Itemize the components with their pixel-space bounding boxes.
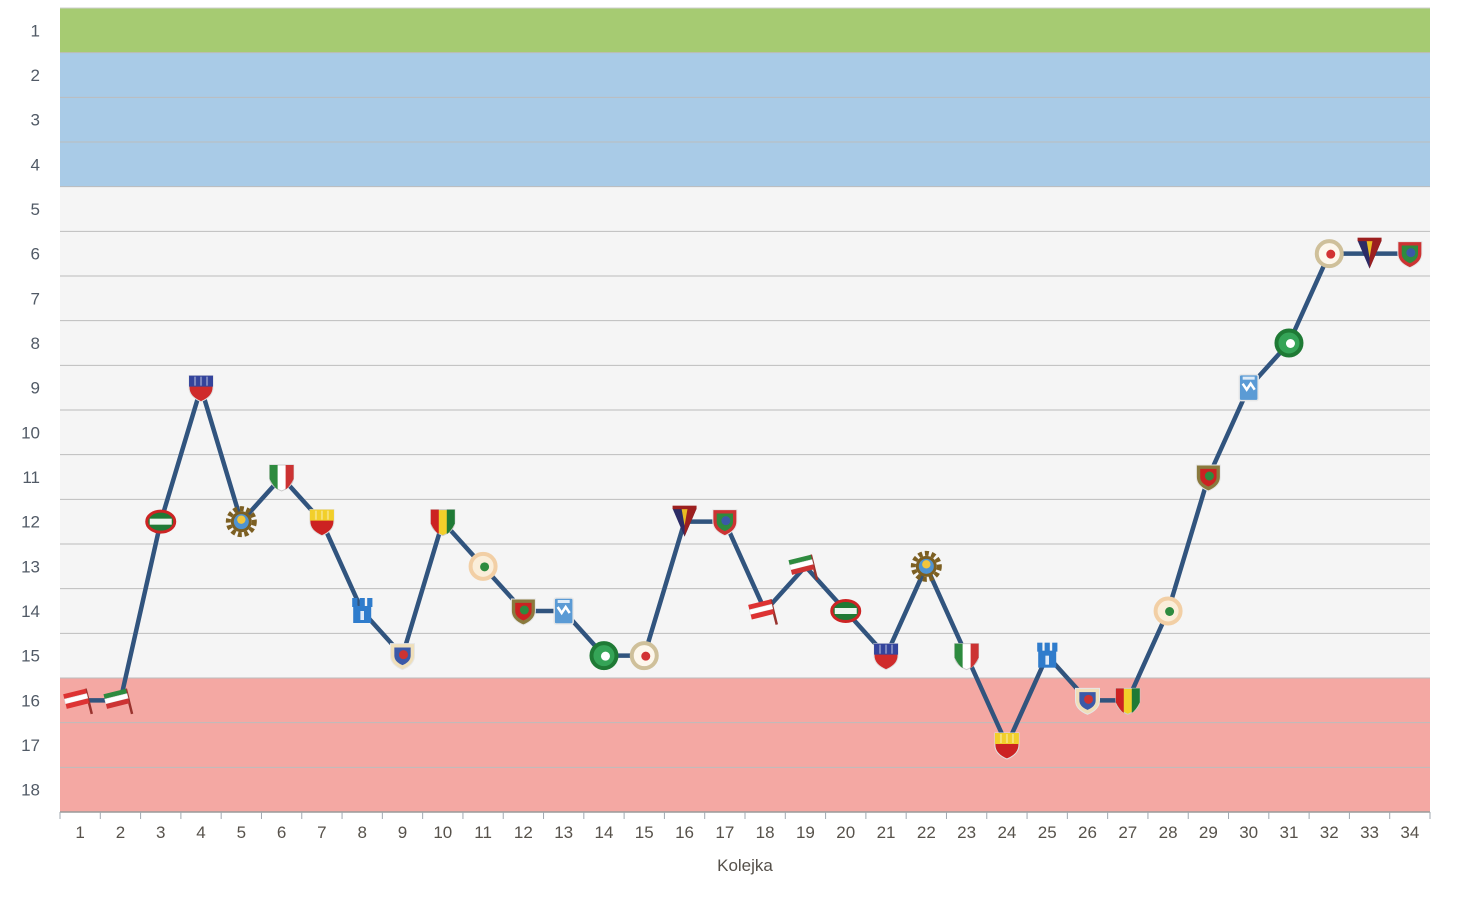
crest-shield-yellow-red-icon (309, 509, 335, 537)
zone-mid-gray (60, 186, 1430, 678)
y-tick-label: 10 (21, 423, 40, 442)
x-tick-label: 26 (1078, 823, 1097, 842)
x-tick-label: 15 (635, 823, 654, 842)
y-tick-label: 17 (21, 736, 40, 755)
crest-shield-cream-blue-red-icon (1075, 687, 1100, 715)
x-tick-label: 21 (877, 823, 896, 842)
crest-shield-khaki-red-green-icon (510, 598, 536, 626)
x-tick-label: 24 (997, 823, 1016, 842)
x-tick-label: 8 (357, 823, 366, 842)
x-tick-label: 9 (398, 823, 407, 842)
crest-shield-red-green-blue-icon (712, 509, 738, 537)
x-tick-label: 19 (796, 823, 815, 842)
crest-circle-peach-green-icon (1153, 596, 1183, 626)
zone-top-green (60, 8, 1430, 53)
x-tick-label: 29 (1199, 823, 1218, 842)
crest-circle-green-icon (1274, 328, 1304, 358)
crest-tower-blue-icon (1037, 642, 1058, 668)
y-tick-label: 11 (22, 468, 40, 487)
crest-pennant-navy-maroon-icon (672, 505, 697, 537)
crest-flag-green-white-red-icon (788, 554, 819, 581)
y-tick-label: 5 (31, 200, 40, 219)
crest-tower-blue-icon (352, 598, 373, 623)
x-tick-label: 30 (1239, 823, 1258, 842)
x-tick-label: 33 (1360, 823, 1379, 842)
x-tick-label: 17 (715, 823, 734, 842)
crest-circle-cream-red-icon (1314, 239, 1344, 269)
crest-shield-red-yellow-green-icon (430, 509, 456, 537)
y-tick-label: 14 (21, 602, 40, 621)
y-tick-label: 7 (31, 289, 40, 308)
y-tick-label: 8 (31, 334, 40, 353)
crest-shield-khaki-red-green-icon (1195, 464, 1221, 492)
x-tick-label: 12 (514, 823, 533, 842)
y-tick-label: 12 (21, 513, 40, 532)
x-tick-label: 16 (675, 823, 694, 842)
x-tick-label: 2 (116, 823, 125, 842)
zone-bottom-red (60, 678, 1430, 812)
x-tick-label: 14 (595, 823, 614, 842)
y-tick-label: 9 (31, 379, 40, 398)
crest-gear-gold-blue-icon (910, 550, 942, 582)
crest-shield-navy-red-icon (188, 375, 214, 403)
y-tick-label: 13 (21, 557, 40, 576)
crest-circle-green-icon (589, 641, 619, 671)
x-tick-label: 11 (474, 823, 492, 842)
x-tick-label: 6 (277, 823, 286, 842)
crest-shield-red-yellow-green-icon (1115, 687, 1141, 715)
crest-flag-green-white-red-icon (103, 688, 134, 715)
crest-flag-red-white-icon (748, 599, 778, 625)
zone-blue (60, 52, 1430, 187)
crest-pennant-navy-maroon-icon (1357, 237, 1382, 269)
y-tick-label: 3 (31, 111, 40, 130)
x-tick-label: 34 (1400, 823, 1419, 842)
x-tick-label: 23 (957, 823, 976, 842)
crest-shield-red-green-blue-icon (1397, 241, 1423, 269)
x-tick-label: 1 (75, 823, 84, 842)
crest-oval-green-red-icon (830, 599, 862, 623)
x-tick-label: 27 (1118, 823, 1137, 842)
position-line (77, 251, 1413, 748)
x-tick-label: 25 (1038, 823, 1057, 842)
y-tick-label: 16 (21, 691, 40, 710)
y-tick-label: 4 (31, 155, 40, 174)
crest-shield-navy-red-icon (873, 643, 899, 671)
crest-oval-green-red-icon (145, 509, 177, 534)
x-axis-title: Kolejka (717, 856, 773, 875)
crest-shield-cream-blue-red-icon (390, 643, 415, 671)
crest-shield-yellow-red-icon (994, 732, 1020, 760)
crest-circle-peach-green-icon (468, 551, 498, 581)
x-tick-label: 7 (317, 823, 326, 842)
x-tick-label: 10 (433, 823, 452, 842)
crest-gear-gold-blue-icon (225, 506, 257, 538)
x-tick-label: 28 (1159, 823, 1178, 842)
x-tick-label: 31 (1280, 823, 1299, 842)
y-tick-label: 1 (31, 21, 40, 40)
x-tick-label: 20 (836, 823, 855, 842)
x-tick-label: 13 (554, 823, 573, 842)
y-tick-label: 15 (21, 647, 40, 666)
crest-shield-green-white-red-icon (269, 464, 295, 492)
crest-circle-cream-red-icon (629, 641, 659, 671)
x-tick-label: 3 (156, 823, 165, 842)
x-tick-label: 18 (756, 823, 775, 842)
x-tick-label: 5 (237, 823, 246, 842)
crest-rect-blue-white-icon (1238, 373, 1259, 402)
x-tick-label: 22 (917, 823, 936, 842)
crest-flag-red-white-icon (63, 688, 93, 715)
crest-rect-blue-white-icon (553, 597, 574, 625)
crest-shield-green-white-red-icon (954, 643, 980, 671)
y-tick-label: 18 (21, 781, 40, 800)
x-tick-label: 4 (196, 823, 205, 842)
x-tick-label: 32 (1320, 823, 1339, 842)
y-tick-label: 2 (31, 66, 40, 85)
y-tick-label: 6 (31, 245, 40, 264)
